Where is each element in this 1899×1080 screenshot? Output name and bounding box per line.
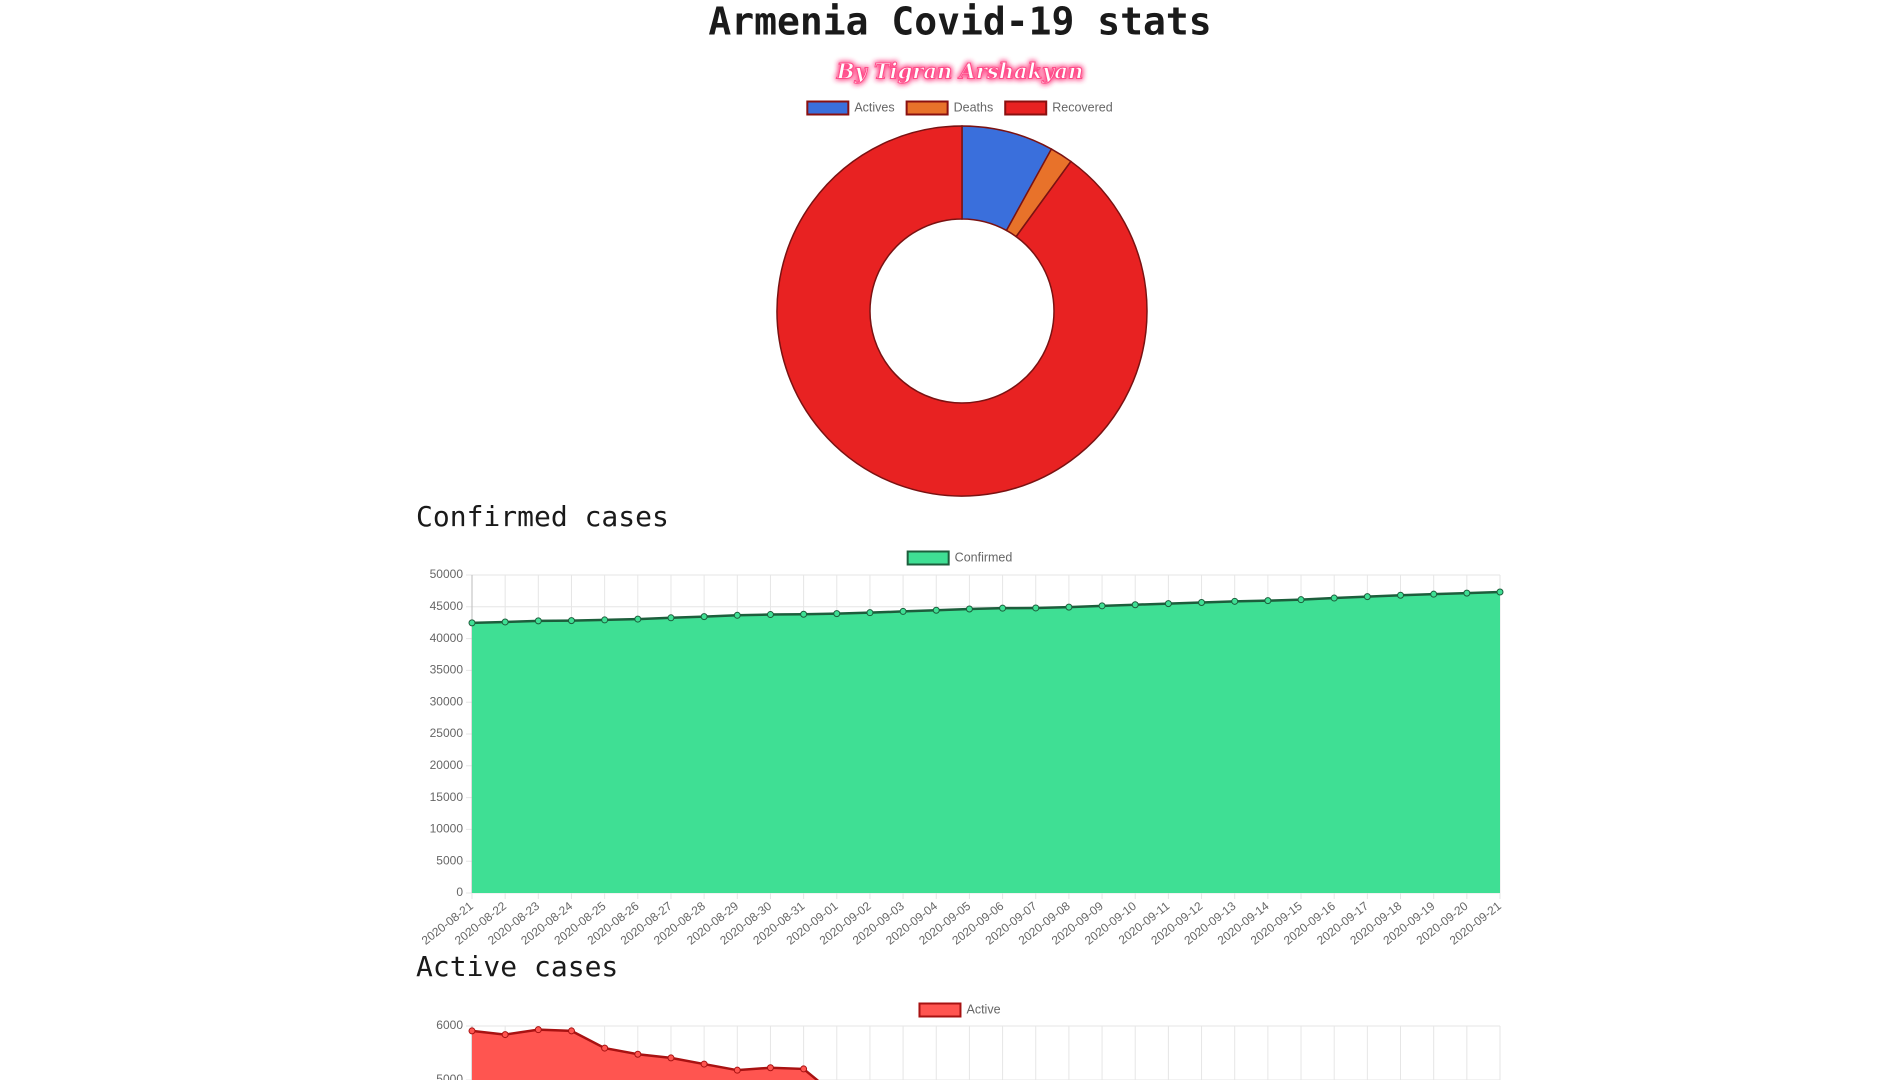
data-point: [733, 1066, 741, 1074]
data-point: [766, 611, 774, 619]
data-point: [501, 618, 509, 626]
data-point: [1198, 599, 1206, 607]
data-point: [1065, 603, 1073, 611]
y-tick-label: 15000: [430, 790, 464, 804]
area: [472, 592, 1500, 893]
y-tick-label: 30000: [430, 694, 464, 708]
data-point: [866, 609, 874, 617]
data-point: [1131, 601, 1139, 609]
data-point: [501, 1031, 509, 1039]
legend-label: Actives: [854, 100, 894, 114]
data-point: [1264, 597, 1272, 605]
data-point: [567, 1027, 575, 1035]
data-point: [1463, 589, 1471, 597]
legend-label: Active: [966, 1002, 1000, 1016]
y-tick-label: 5000: [436, 853, 463, 867]
data-point: [932, 606, 940, 614]
section-heading: Confirmed cases: [416, 500, 669, 533]
line: [471, 1028, 820, 1080]
y-tick-label: 45000: [430, 599, 464, 613]
legend-swatch: [905, 100, 949, 116]
legend-swatch: [906, 550, 950, 566]
data-point: [833, 610, 841, 618]
page-title: Armenia Covid-19 stats: [708, 0, 1211, 44]
data-point: [1098, 602, 1106, 610]
data-point: [534, 1026, 542, 1034]
section-heading: Active cases: [416, 950, 618, 983]
data-point: [1330, 594, 1338, 602]
y-tick-label: 40000: [430, 631, 464, 645]
legend: Active: [918, 1002, 1001, 1018]
data-point: [800, 610, 808, 618]
data-point: [667, 1054, 675, 1062]
data-point: [601, 1044, 609, 1052]
data-point: [567, 617, 575, 625]
legend-swatch: [1004, 100, 1048, 116]
y-tick-label: 10000: [430, 822, 464, 836]
data-point: [1363, 593, 1371, 601]
data-point: [1231, 597, 1239, 605]
data-point: [766, 1064, 774, 1072]
data-point: [667, 614, 675, 622]
line: [471, 590, 1501, 625]
legend-swatch: [806, 100, 850, 116]
data-point: [700, 613, 708, 621]
legend: Confirmed: [906, 550, 1013, 566]
legend: Actives Deaths Recovered: [806, 100, 1113, 116]
data-point: [534, 617, 542, 625]
data-point: [1164, 600, 1172, 608]
legend-label: Confirmed: [955, 550, 1013, 564]
data-point: [1297, 596, 1305, 604]
data-point: [733, 611, 741, 619]
area: [472, 1029, 818, 1080]
y-tick-label: 6000: [436, 1018, 463, 1032]
data-point: [965, 605, 973, 613]
y-tick-label: 5000: [436, 1072, 463, 1080]
doughnut-slice: [776, 125, 1148, 497]
data-point: [999, 604, 1007, 612]
data-point: [468, 619, 476, 627]
page-subtitle: By Tigran Arshakyan: [836, 59, 1083, 84]
data-point: [1397, 591, 1405, 599]
data-point: [634, 615, 642, 623]
y-tick-label: 35000: [430, 663, 464, 677]
data-point: [634, 1050, 642, 1058]
data-point: [700, 1060, 708, 1068]
legend-label: Deaths: [954, 100, 994, 114]
data-point: [1430, 590, 1438, 598]
data-point: [899, 607, 907, 615]
data-point: [468, 1027, 476, 1035]
legend-label: Recovered: [1052, 100, 1112, 114]
y-tick-label: 50000: [430, 567, 464, 581]
y-tick-label: 20000: [430, 758, 464, 772]
data-point: [800, 1065, 808, 1073]
data-point: [601, 616, 609, 624]
data-point: [1496, 588, 1504, 596]
y-tick-label: 25000: [430, 726, 464, 740]
legend-swatch: [918, 1002, 962, 1018]
data-point: [1032, 604, 1040, 612]
y-tick-label: 0: [456, 885, 463, 899]
